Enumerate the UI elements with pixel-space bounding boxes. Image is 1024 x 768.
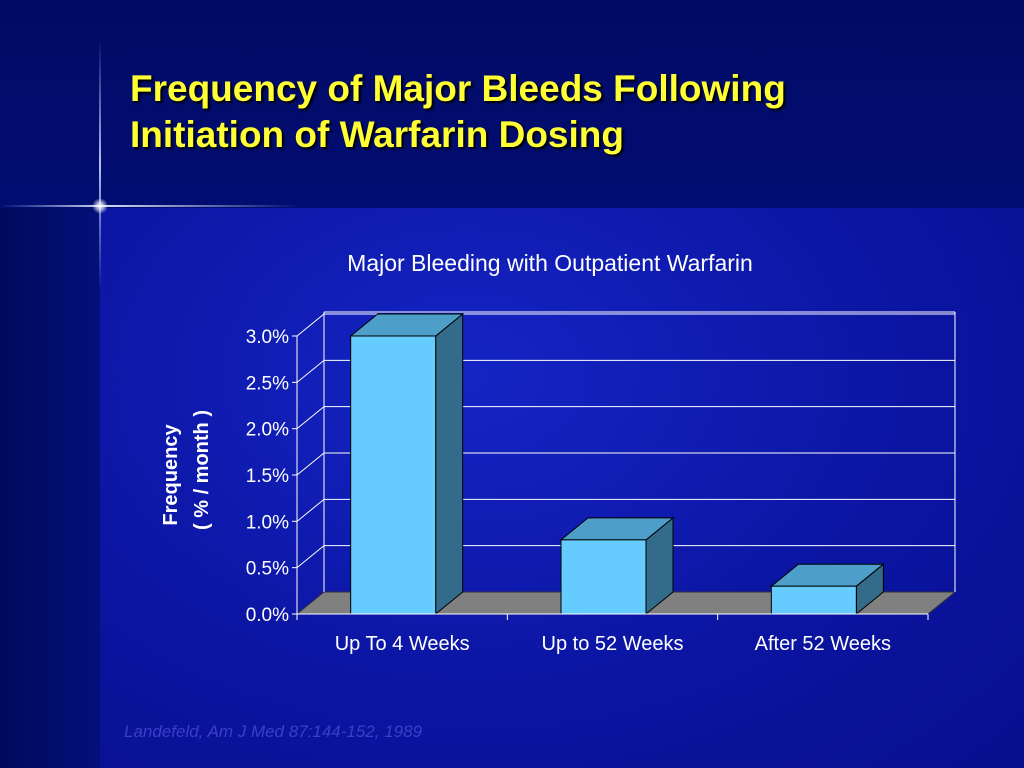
y-tick-label: 1.5% — [246, 466, 289, 487]
slide-title-line-2: Initiation of Warfarin Dosing — [130, 114, 624, 155]
grid-line-side — [296, 452, 325, 476]
x-tick-label: Up to 52 Weeks — [542, 633, 684, 655]
background-main-area — [100, 208, 1024, 768]
bar-front-face — [350, 335, 437, 615]
y-tick-label: 2.0% — [246, 420, 289, 441]
grid-line-side — [296, 498, 325, 522]
slide-title: Frequency of Major Bleeds Following Init… — [130, 66, 990, 158]
chart-title: Major Bleeding with Outpatient Warfarin — [347, 250, 753, 276]
grid-line-side — [296, 313, 325, 337]
decorative-horizontal-line — [0, 205, 300, 207]
bar — [769, 563, 885, 616]
y-axis-label-unit: ( % / month ) — [191, 410, 213, 530]
y-axis-ticks-group: 0.0% 0.5% 1.0% 1.5% 2.0% 2.5% 3.0% — [246, 327, 297, 626]
bar-front-face — [770, 585, 857, 615]
grid-line-side — [296, 545, 325, 569]
decorative-star-icon — [92, 198, 108, 214]
y-tick-label: 0.5% — [246, 559, 289, 580]
slide-title-line-1: Frequency of Major Bleeds Following — [130, 68, 786, 109]
grid-line-side — [296, 406, 325, 430]
bar-side-face — [435, 312, 464, 616]
bar-front-face — [560, 539, 647, 615]
citation: Landefeld, Am J Med 87:144-152, 1989 — [124, 722, 423, 741]
x-axis-ticks-group: Up To 4 Weeks Up to 52 Weeks After 52 Week… — [296, 613, 929, 655]
y-tick-label: 3.0% — [246, 327, 289, 348]
decorative-vertical-line — [99, 40, 101, 290]
bar — [349, 312, 465, 616]
x-tick-label: Up To 4 Weeks — [335, 633, 470, 655]
y-axis-label: Frequency — [160, 424, 182, 526]
y-tick-label: 1.0% — [246, 512, 289, 533]
background-top-band — [0, 0, 1024, 208]
y-tick-label: 0.0% — [246, 605, 289, 626]
y-tick-label: 2.5% — [246, 373, 289, 394]
bar — [559, 516, 675, 616]
bars-group — [349, 312, 885, 616]
x-tick-label: After 52 Weeks — [755, 633, 891, 655]
grid-line-side — [296, 359, 325, 383]
